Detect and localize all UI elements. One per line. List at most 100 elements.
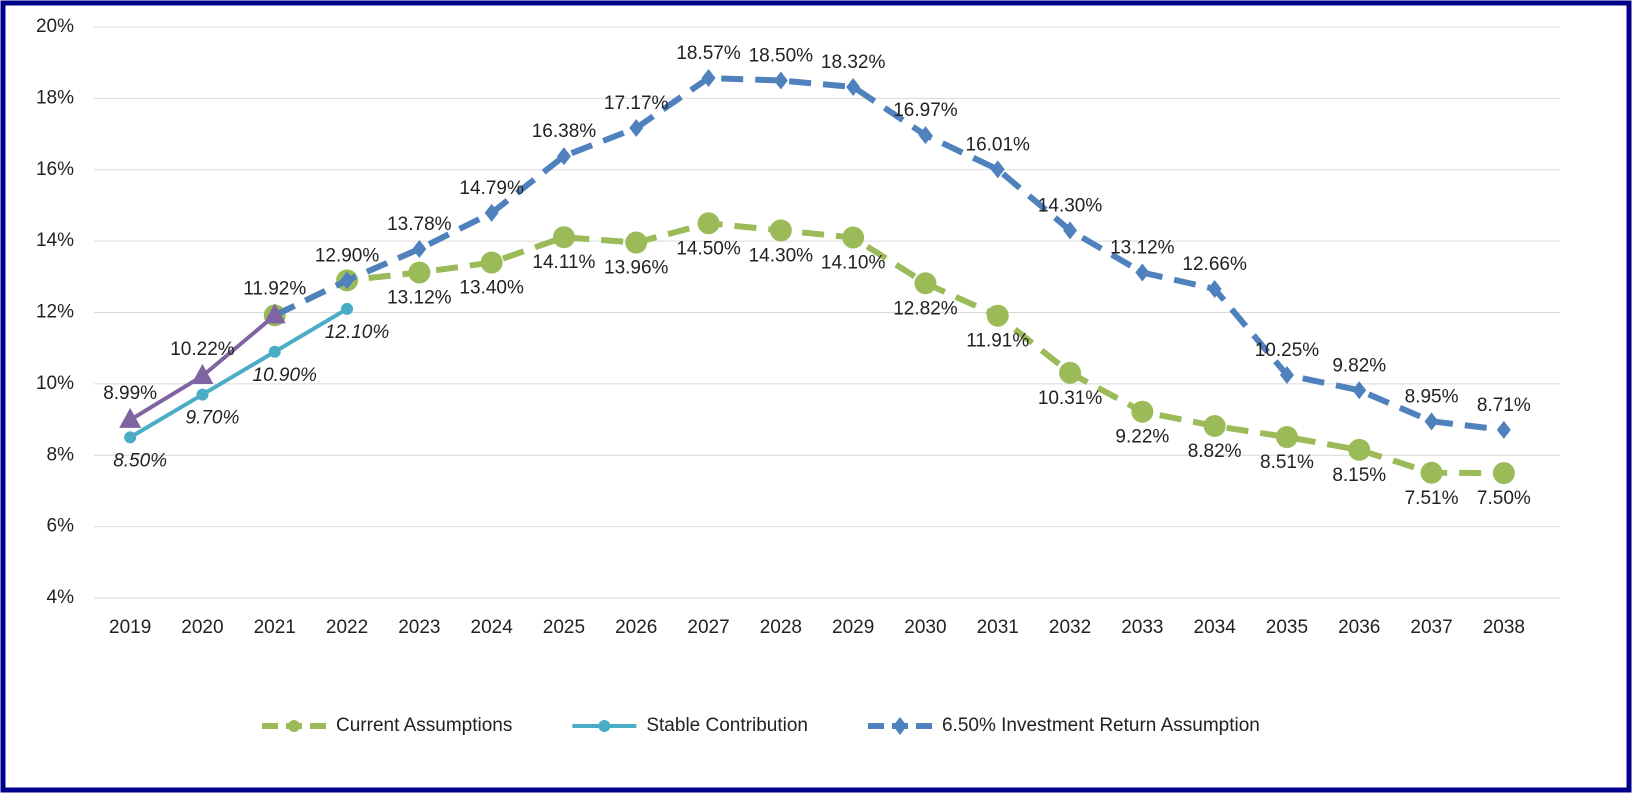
x-tick-label: 2031 bbox=[977, 617, 1019, 638]
data-point bbox=[990, 160, 1005, 179]
x-tick-label: 2037 bbox=[1410, 617, 1452, 638]
x-tick-label: 2027 bbox=[687, 617, 729, 638]
x-tick-label: 2035 bbox=[1266, 617, 1308, 638]
legend-marker bbox=[598, 720, 611, 732]
data-label: 13.12% bbox=[387, 288, 452, 309]
data-point bbox=[1207, 279, 1222, 298]
data-point bbox=[1424, 412, 1439, 431]
series-line bbox=[273, 75, 1505, 433]
data-point bbox=[1492, 462, 1515, 485]
data-label: 11.91% bbox=[966, 331, 1029, 352]
data-point bbox=[1496, 420, 1511, 439]
legend-marker bbox=[288, 720, 300, 732]
data-point bbox=[1063, 221, 1078, 240]
data-label: 8.71% bbox=[1477, 395, 1531, 416]
y-tick-label: 10% bbox=[36, 373, 74, 394]
data-point bbox=[1135, 263, 1150, 282]
data-label: 18.50% bbox=[749, 46, 814, 67]
data-point bbox=[918, 126, 933, 145]
data-label: 12.10% bbox=[325, 322, 390, 343]
y-tick-label: 20% bbox=[36, 16, 74, 37]
data-point bbox=[1420, 461, 1443, 484]
data-point bbox=[701, 69, 716, 88]
data-label: 13.40% bbox=[459, 278, 524, 299]
data-point bbox=[340, 271, 355, 290]
data-label: 14.50% bbox=[676, 238, 741, 259]
data-label: 9.22% bbox=[1115, 427, 1169, 448]
data-point bbox=[341, 302, 354, 315]
y-tick-label: 14% bbox=[36, 230, 74, 251]
data-label: 8.15% bbox=[1332, 465, 1386, 486]
data-point bbox=[552, 226, 575, 249]
data-label: 9.70% bbox=[186, 408, 240, 429]
data-point bbox=[1059, 361, 1082, 384]
data-label: 8.95% bbox=[1405, 386, 1459, 407]
data-point bbox=[1348, 438, 1371, 461]
series-line bbox=[129, 307, 349, 440]
data-point bbox=[480, 251, 503, 274]
data-label: 16.01% bbox=[966, 134, 1031, 155]
data-point bbox=[625, 231, 648, 254]
data-point bbox=[119, 407, 142, 428]
data-label: 8.99% bbox=[103, 383, 157, 404]
data-label: 10.22% bbox=[170, 339, 235, 360]
data-point bbox=[263, 303, 286, 324]
data-point bbox=[769, 219, 792, 242]
data-point bbox=[773, 71, 788, 90]
data-label: 10.31% bbox=[1038, 388, 1103, 409]
data-label: 16.38% bbox=[532, 121, 597, 142]
x-tick-label: 2026 bbox=[615, 617, 657, 638]
x-tick-label: 2021 bbox=[254, 617, 296, 638]
data-label: 10.25% bbox=[1255, 340, 1320, 361]
data-point bbox=[484, 203, 499, 222]
y-tick-label: 4% bbox=[47, 587, 75, 608]
data-label: 14.10% bbox=[821, 253, 886, 274]
x-tick-label: 2024 bbox=[471, 617, 514, 638]
data-point bbox=[1279, 365, 1294, 384]
legend-label: Stable Contribution bbox=[646, 715, 808, 736]
data-point bbox=[842, 226, 865, 249]
data-label: 18.57% bbox=[676, 43, 741, 64]
data-point bbox=[1275, 426, 1298, 449]
data-point bbox=[1352, 381, 1367, 400]
data-point bbox=[268, 345, 281, 358]
data-label: 14.79% bbox=[459, 178, 524, 199]
legend-label: 6.50% Investment Return Assumption bbox=[942, 715, 1260, 736]
data-label: 12.82% bbox=[893, 298, 958, 319]
data-point bbox=[914, 272, 937, 295]
x-tick-label: 2029 bbox=[832, 617, 874, 638]
y-tick-label: 6% bbox=[47, 516, 75, 537]
data-point bbox=[196, 388, 209, 401]
data-label: 14.11% bbox=[532, 252, 595, 273]
x-tick-label: 2033 bbox=[1121, 617, 1163, 638]
x-tick-label: 2028 bbox=[760, 617, 802, 638]
x-tick-label: 2019 bbox=[109, 617, 151, 638]
data-label: 7.50% bbox=[1477, 488, 1531, 509]
series-line bbox=[273, 220, 1504, 477]
data-label: 14.30% bbox=[749, 245, 814, 266]
data-label: 8.51% bbox=[1260, 452, 1314, 473]
x-tick-label: 2020 bbox=[181, 617, 223, 638]
x-tick-label: 2025 bbox=[543, 617, 585, 638]
data-label: 16.97% bbox=[893, 100, 958, 121]
data-label: 8.50% bbox=[113, 450, 167, 471]
data-label: 12.66% bbox=[1182, 254, 1247, 275]
x-tick-label: 2036 bbox=[1338, 617, 1380, 638]
data-label: 14.30% bbox=[1038, 195, 1103, 216]
legend-marker bbox=[892, 717, 907, 735]
x-tick-label: 2032 bbox=[1049, 617, 1091, 638]
data-label: 8.82% bbox=[1188, 441, 1242, 462]
data-label: 13.78% bbox=[387, 214, 452, 235]
data-label: 11.92% bbox=[243, 278, 306, 299]
data-point bbox=[1203, 414, 1226, 437]
data-point bbox=[629, 118, 644, 137]
data-point bbox=[412, 239, 427, 258]
y-tick-label: 16% bbox=[36, 159, 74, 180]
data-label: 13.12% bbox=[1110, 238, 1175, 259]
x-tick-label: 2034 bbox=[1194, 617, 1237, 638]
data-point bbox=[556, 147, 571, 166]
data-label: 17.17% bbox=[604, 93, 669, 114]
data-label: 13.96% bbox=[604, 258, 669, 279]
